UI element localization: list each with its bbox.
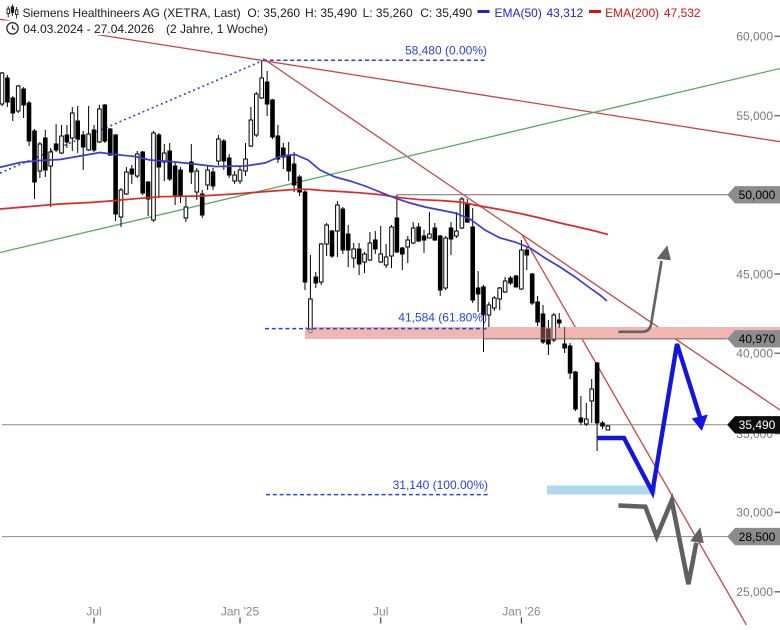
svg-text:40,970: 40,970 [739, 332, 776, 346]
svg-text:EMA(200): EMA(200) [605, 6, 659, 20]
svg-text:28,500: 28,500 [739, 530, 776, 544]
svg-text:25,000: 25,000 [736, 585, 773, 599]
svg-text:35,490: 35,490 [739, 418, 776, 432]
svg-text:Jul: Jul [86, 605, 101, 619]
svg-text:O: 35,260: O: 35,260 [247, 6, 300, 20]
svg-text:55,000: 55,000 [736, 109, 773, 123]
svg-text:40,000: 40,000 [736, 347, 773, 361]
svg-text:L: 35,260: L: 35,260 [363, 6, 413, 20]
svg-text:43,312: 43,312 [547, 6, 584, 20]
svg-text:47,532: 47,532 [664, 6, 701, 20]
svg-text:04.03.2024 - 27.04.2026: 04.03.2024 - 27.04.2026 [23, 22, 154, 36]
svg-text:Jul: Jul [373, 605, 388, 619]
svg-text:30,000: 30,000 [736, 506, 773, 520]
svg-text:EMA(50): EMA(50) [495, 6, 542, 20]
svg-text:(2 Jahre, 1 Woche): (2 Jahre, 1 Woche) [166, 22, 268, 36]
svg-text:50,000: 50,000 [739, 188, 776, 202]
svg-text:31,140 (100.00%): 31,140 (100.00%) [393, 478, 488, 492]
svg-text:Jan '26: Jan '26 [502, 605, 541, 619]
svg-text:58,480 (0.00%): 58,480 (0.00%) [405, 44, 487, 58]
svg-text:Siemens Healthineers AG (XETRA: Siemens Healthineers AG (XETRA, Last) [23, 6, 241, 20]
svg-text:H: 35,490: H: 35,490 [305, 6, 357, 20]
svg-text:41,584 (61.80%): 41,584 (61.80%) [398, 311, 487, 325]
svg-text:Jan '25: Jan '25 [221, 605, 260, 619]
svg-text:C: 35,490: C: 35,490 [420, 6, 472, 20]
svg-text:60,000: 60,000 [736, 30, 773, 44]
svg-text:45,000: 45,000 [736, 267, 773, 281]
